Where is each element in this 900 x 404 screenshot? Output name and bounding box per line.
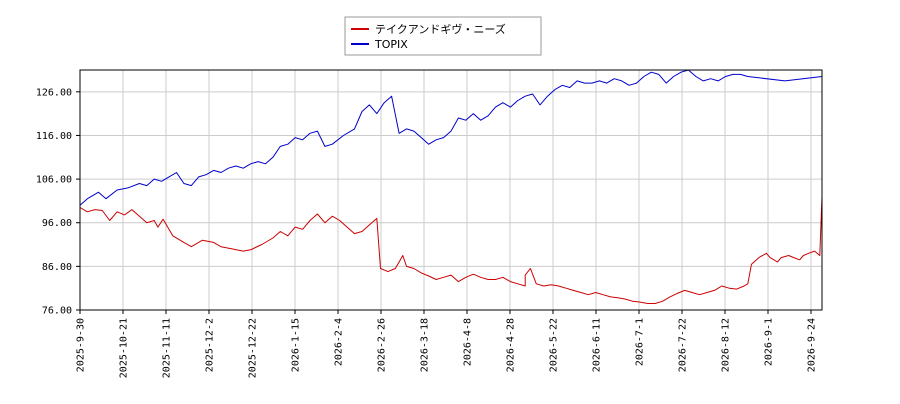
x-tick-label: 2025-12-2 — [205, 318, 216, 372]
x-tick-label: 2026-6-11 — [592, 318, 603, 372]
x-tick-label: 2026-2-4 — [334, 318, 345, 366]
legend-label-takeandgiveneeds: テイクアンドギヴ・ニーズ — [375, 22, 506, 36]
series-lines — [79, 69, 823, 304]
series-line-takeandgiveneeds — [79, 196, 823, 304]
grid — [79, 70, 822, 311]
x-tick-label: 2025-10-21 — [119, 318, 130, 378]
x-tick-label: 2026-7-22 — [678, 318, 689, 372]
x-tick-label: 2025-12-22 — [248, 318, 259, 378]
x-tick-label: 2026-5-22 — [549, 318, 560, 372]
x-tick-label: 2025-9-30 — [76, 318, 87, 372]
x-tick-label: 2026-2-26 — [377, 318, 388, 372]
x-tick-label: 2026-4-8 — [463, 318, 474, 366]
y-axis-ticks: 76.00 86.00 96.00 106.00 116.00 126.00 — [36, 87, 80, 317]
y-tick-label: 96.00 — [42, 218, 72, 229]
x-tick-label: 2025-11-11 — [162, 318, 173, 378]
x-tick-label: 2026-9-24 — [807, 318, 818, 372]
y-tick-label: 106.00 — [36, 175, 72, 186]
legend-label-topix: TOPIX — [374, 38, 408, 51]
x-tick-label: 2026-7-1 — [635, 318, 646, 366]
legend: テイクアンドギヴ・ニーズ TOPIX — [344, 16, 542, 56]
y-tick-label: 116.00 — [36, 131, 72, 142]
x-tick-label: 2026-1-15 — [291, 318, 302, 372]
x-tick-label: 2026-4-28 — [506, 318, 517, 372]
x-tick-label: 2026-9-1 — [764, 318, 775, 366]
plot-frame — [79, 69, 823, 311]
y-tick-label: 126.00 — [36, 87, 72, 98]
x-axis-ticks: 2025-9-30 2025-10-21 2025-11-11 2025-12-2 20… — [76, 310, 818, 378]
x-tick-label: 2026-8-12 — [721, 318, 732, 372]
y-tick-label: 86.00 — [42, 262, 72, 273]
legend-box — [344, 16, 542, 56]
y-tick-label: 76.00 — [42, 306, 72, 317]
x-tick-label: 2026-3-18 — [420, 318, 431, 372]
series-line-topix — [79, 69, 823, 206]
